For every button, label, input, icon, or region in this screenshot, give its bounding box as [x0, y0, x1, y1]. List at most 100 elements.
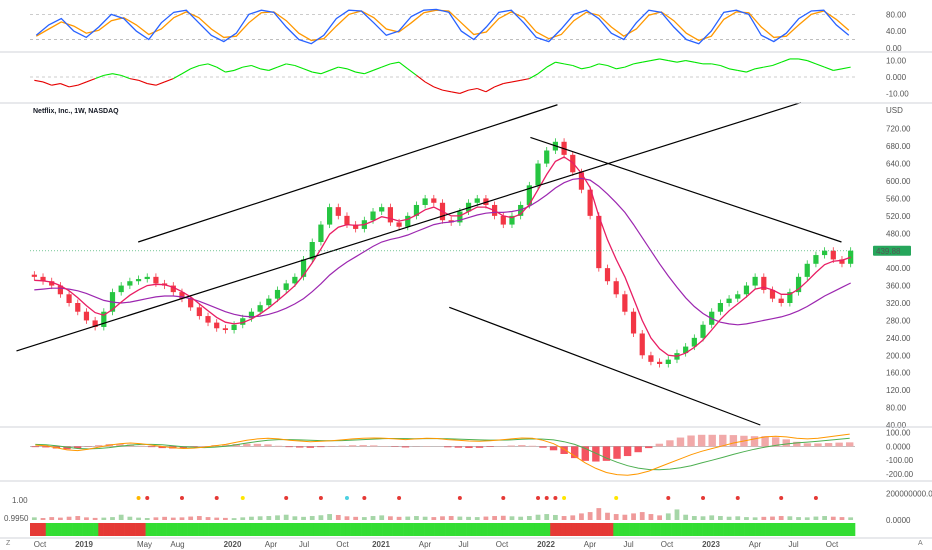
macd-histogram-bar — [571, 446, 579, 459]
trend-strip-cell — [634, 523, 640, 536]
candle-body — [604, 268, 611, 282]
trend-strip-cell — [571, 523, 577, 536]
trend-strip-cell — [229, 523, 236, 536]
trend-strip-cell — [676, 523, 682, 536]
macd-histogram-bar — [602, 446, 611, 461]
signal-marker — [735, 496, 740, 500]
macd-histogram-bar — [285, 446, 293, 448]
volume-bar — [422, 516, 428, 520]
x-axis-label: 2022 — [537, 540, 555, 549]
osc-line-segment — [190, 64, 200, 70]
osc-line-segment — [659, 58, 669, 62]
trend-strip-cell — [550, 523, 556, 536]
trend-strip-cell — [613, 523, 619, 536]
volume-bar — [622, 514, 628, 520]
trend-strip-cell — [544, 523, 551, 536]
trend-strip-cell — [124, 523, 131, 536]
volume-bar — [84, 517, 89, 520]
price-tick-label: 80.00 — [886, 404, 907, 413]
trend-strip-cell — [403, 523, 409, 536]
candle-body — [405, 215, 411, 227]
volume-bar — [830, 516, 836, 520]
signal-marker — [179, 496, 184, 500]
osc-line-segment — [424, 81, 435, 88]
candle-body — [188, 298, 194, 308]
osc-line-segment — [563, 63, 573, 67]
osc-line-segment — [199, 63, 209, 67]
macd-histogram-bar — [73, 446, 82, 449]
candle-body — [422, 198, 428, 205]
osc-line-segment — [746, 68, 756, 73]
volume-bar — [631, 513, 636, 520]
osc-line-segment — [138, 79, 148, 85]
chart-title: Netflix, Inc., 1W, NASDAQ — [33, 108, 119, 115]
trend-strip-cell — [313, 523, 320, 536]
macd-histogram-bar — [719, 434, 727, 447]
osc-line-segment — [833, 68, 843, 71]
volume-bar — [657, 515, 662, 520]
trend-strip-cell — [639, 523, 646, 536]
macd-histogram-bar — [507, 445, 515, 447]
volume-bar — [110, 517, 115, 520]
signal-tick-label: 1.00 — [12, 496, 28, 505]
candle-body — [761, 276, 767, 290]
volume-bar — [848, 517, 854, 520]
trend-strip-cell — [145, 523, 152, 536]
osc-line-segment — [86, 78, 96, 83]
osc-line-segment — [120, 74, 131, 80]
trend-strip-cell — [529, 523, 535, 536]
x-axis-label: Oct — [34, 540, 47, 549]
trend-strip-cell — [87, 523, 94, 536]
macd-panel: 100.00 0.0000 -100.00 -200.00 — [30, 429, 914, 479]
osc-line-segment — [807, 60, 817, 65]
price-tick-label: 600.00 — [886, 177, 911, 186]
macd-histogram-bar — [348, 445, 357, 447]
volume-bar — [31, 517, 37, 520]
volume-bar — [822, 516, 827, 520]
price-panel: 720.00 680.00 640.00 600.00 560.00 520.00 480.… — [16, 101, 911, 430]
osc-line-segment — [277, 63, 287, 68]
osc-line-segment — [216, 66, 226, 73]
timezone-button[interactable]: Z — [6, 540, 11, 547]
slow-moving-average-line — [34, 177, 851, 326]
trendline — [449, 306, 761, 426]
candle-body — [274, 289, 281, 299]
trend-strip-cell — [276, 523, 283, 536]
trend-strip-cell — [334, 523, 341, 536]
volume-bar — [344, 516, 350, 520]
volume-bar — [787, 516, 793, 520]
stoch-d-line — [35, 9, 850, 42]
volume-bar — [709, 515, 715, 520]
volume-bar — [396, 516, 402, 520]
volume-bar — [778, 516, 784, 520]
signal-marker — [284, 496, 289, 500]
candle-body — [318, 224, 324, 242]
trend-strip-cell — [350, 523, 357, 536]
volume-bar — [275, 515, 280, 520]
macd-line — [35, 433, 850, 476]
osc-line-segment — [676, 60, 686, 63]
macd-histogram-bar — [782, 439, 790, 447]
x-axis-label: 2021 — [372, 540, 390, 549]
trend-strip-cell — [707, 523, 714, 536]
trend-strip-cell — [103, 523, 110, 536]
trend-strip-cell — [319, 523, 325, 536]
candle-body — [135, 279, 142, 282]
volume-bar — [674, 509, 680, 520]
candle-body — [431, 198, 437, 203]
volume-bar — [744, 517, 749, 520]
auto-scale-button[interactable]: A — [918, 540, 923, 547]
signal-marker — [553, 496, 558, 500]
trend-strip-cell — [450, 523, 456, 536]
macd-histogram-bar — [95, 445, 103, 447]
macd-histogram-bar — [539, 446, 547, 448]
macd-histogram-bar — [771, 437, 780, 447]
osc-line-segment — [598, 63, 608, 67]
trend-strip-cell — [129, 523, 136, 536]
candle-body — [214, 322, 220, 329]
trend-strip-cell — [219, 523, 225, 536]
candle-body — [787, 292, 793, 303]
signal-marker — [536, 496, 541, 500]
volume-bar — [318, 515, 324, 520]
trend-strip-cell — [187, 523, 194, 536]
